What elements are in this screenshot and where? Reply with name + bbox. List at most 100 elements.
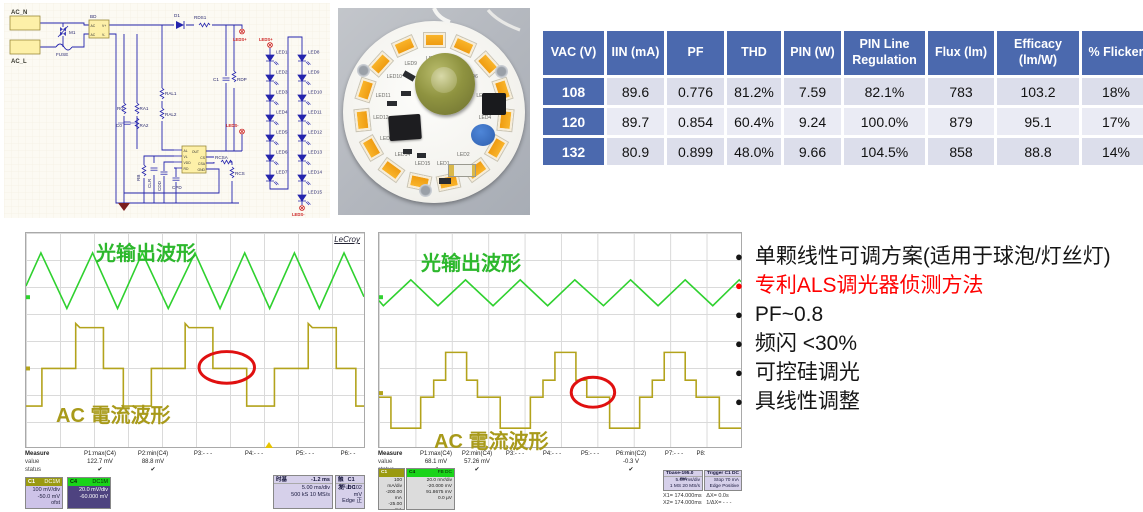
- led-silkscreen-label: LED14: [394, 151, 411, 158]
- table-header: Efficacy (lm/W): [997, 31, 1079, 75]
- led-silkscreen-label: LED9: [404, 60, 417, 67]
- table-cell: 0.854: [667, 108, 724, 135]
- led-symbol: [297, 54, 307, 62]
- bullet-text: PF~0.8: [754, 303, 824, 326]
- led-ref-label: LED1: [276, 50, 288, 55]
- trigger-descriptor: Trigger C1 DC Stop 70 mA Edge Positive: [704, 470, 742, 491]
- measure-status: [532, 466, 572, 474]
- driver-ic: [181, 145, 207, 174]
- led-arrows: [273, 81, 279, 86]
- mounting-hole: [419, 184, 432, 197]
- measure-readout: Measure value status P1:max(C4) 122.7 mV ✔ P2:…: [25, 448, 365, 474]
- led-arrows: [305, 81, 311, 86]
- table-cell: 89.7: [607, 108, 664, 135]
- table-cell: 17%: [1082, 108, 1143, 135]
- measure-status: [498, 466, 532, 474]
- led-driver-schematic: AC_N AC_L FUSE M1 BD AC AC V+ V- D1 RDS1…: [4, 3, 330, 218]
- cursor-readout: X1= 174.000ms ΔX= 0.0s X2= 174.000ms 1/ΔX…: [663, 493, 731, 507]
- waveforms: [26, 250, 364, 407]
- measure-column: P6:min(C2) -0.3 V ✔: [608, 450, 654, 474]
- measure-name: P1:max(C4): [419, 451, 452, 457]
- readout-line: 20.0 mV/div: [78, 487, 108, 493]
- table-row-header: 120: [543, 108, 604, 135]
- measure-value: [572, 458, 608, 466]
- measure-status: [572, 466, 608, 474]
- measure-column: P7:- - -: [654, 450, 694, 474]
- measure-name: P8:: [696, 451, 706, 457]
- led-emitter: [423, 33, 445, 47]
- table-header: VAC (V): [543, 31, 604, 75]
- ic-pin-vl: VL: [184, 155, 188, 159]
- led-ref-label: LED14: [308, 170, 322, 175]
- highlight-ellipse-annotation: [569, 375, 617, 409]
- measure-value: [229, 458, 279, 466]
- table-cell: 88.8: [997, 138, 1079, 165]
- clr-label: CLR: [147, 178, 152, 188]
- measure-name: P2:min(C4): [137, 451, 169, 457]
- readout-line: -60.000 mV: [79, 493, 108, 500]
- led-silkscreen-label: LED2: [457, 151, 470, 158]
- measure-value: 88.8 mV: [141, 459, 165, 465]
- led-ref-label: LED13: [308, 150, 322, 155]
- readout-line: -200.00 mA: [385, 490, 402, 501]
- timebase-descriptor: 时基 -1.2 ms 5.00 ms/div 500 kS 10 MS/s: [273, 475, 333, 509]
- measure-name: P1:max(C4): [83, 451, 116, 457]
- ral1-label: RAL1: [165, 91, 177, 96]
- ground-symbol: [118, 203, 130, 211]
- bridge-rectifier: [88, 19, 110, 39]
- readout-line: -20.000 mV: [427, 484, 452, 489]
- measure-name: P3:- - -: [193, 451, 213, 457]
- table-header: Flux (lm): [928, 31, 994, 75]
- bullet-text: 频闪 <30%: [754, 332, 857, 355]
- bd-pin-ac2: AC: [91, 33, 96, 37]
- led-symbol: [297, 154, 307, 162]
- led-symbol: [297, 94, 307, 102]
- rdp-label: RDP: [237, 77, 247, 82]
- led-string-2: LED8 LED9 LED10 LED11 LED12 LED13 LED14 LED15: [297, 50, 322, 206]
- channel4-descriptor: C4 DC1M 20.0 mV/div -60.000 mV: [67, 477, 111, 509]
- readout-line: -25.00 mA: [388, 502, 402, 509]
- measure-column: P5:- - -: [279, 450, 331, 474]
- table-row-header: 132: [543, 138, 604, 165]
- bullet-item: ● 可控硅调光: [735, 358, 1135, 387]
- readout-line: 5.00 ms/div: [301, 485, 330, 491]
- led-board-photo: LED1LED2LED3LED4LED5LED6LED7LED8LED9LED1…: [338, 8, 530, 215]
- measure-column: P4:- - -: [229, 450, 279, 474]
- led-arrows: [273, 61, 279, 66]
- readout-line: 5.00 ms/div: [675, 478, 700, 483]
- readout-line: 停止 102 mV: [340, 485, 362, 498]
- table-header: IIN (mA): [607, 31, 664, 75]
- cdd-label: CDD: [157, 180, 162, 191]
- table-cell: 100.0%: [844, 108, 925, 135]
- measure-status: [177, 466, 229, 474]
- measurement-table: VAC (V) IIN (mA) PF THD PIN (W) PIN Line Regu…: [540, 28, 1143, 168]
- measure-column: P8:: [694, 450, 708, 474]
- trigger-title: Trigger: [707, 471, 724, 476]
- rds1-label: RDS1: [194, 15, 207, 20]
- timebase-title: 时基: [276, 477, 288, 483]
- oscilloscope-capture-1: LeCroy 光输出波形 AC 電流波形 Measure value status P…: [25, 232, 365, 512]
- port-ac-n-label: AC_N: [11, 10, 27, 16]
- timebase-value: -195.0 ms: [679, 471, 694, 482]
- lecroy-logo: LeCroy: [334, 235, 360, 244]
- led-ref-label: LED15: [308, 190, 322, 195]
- trigger-position-marker: [265, 442, 273, 448]
- readout-line: Edge 正: [342, 498, 362, 504]
- measure-value: [498, 458, 532, 466]
- led-arrows: [273, 101, 279, 106]
- ral2-label: RAL2: [165, 112, 177, 117]
- ra2-label: RA2: [140, 123, 149, 128]
- readout-line: 91.8675 mV: [426, 490, 452, 495]
- rcsa-label: RCSA: [215, 155, 229, 160]
- scope-graticule: LeCroy 光输出波形 AC 電流波形: [25, 232, 365, 448]
- d1-label: D1: [174, 13, 180, 18]
- bullet-icon: ●: [735, 394, 743, 409]
- bullet-icon: ●: [735, 307, 743, 322]
- smd-resistor: [403, 149, 412, 154]
- led-ref-label: LED12: [308, 130, 322, 135]
- channel-level-marker: [26, 366, 30, 371]
- table-cell: 9.24: [784, 108, 841, 135]
- waveform-trace: [26, 321, 364, 407]
- readout-line: 100 mA/div: [387, 478, 402, 489]
- c1-label: C1: [213, 77, 219, 82]
